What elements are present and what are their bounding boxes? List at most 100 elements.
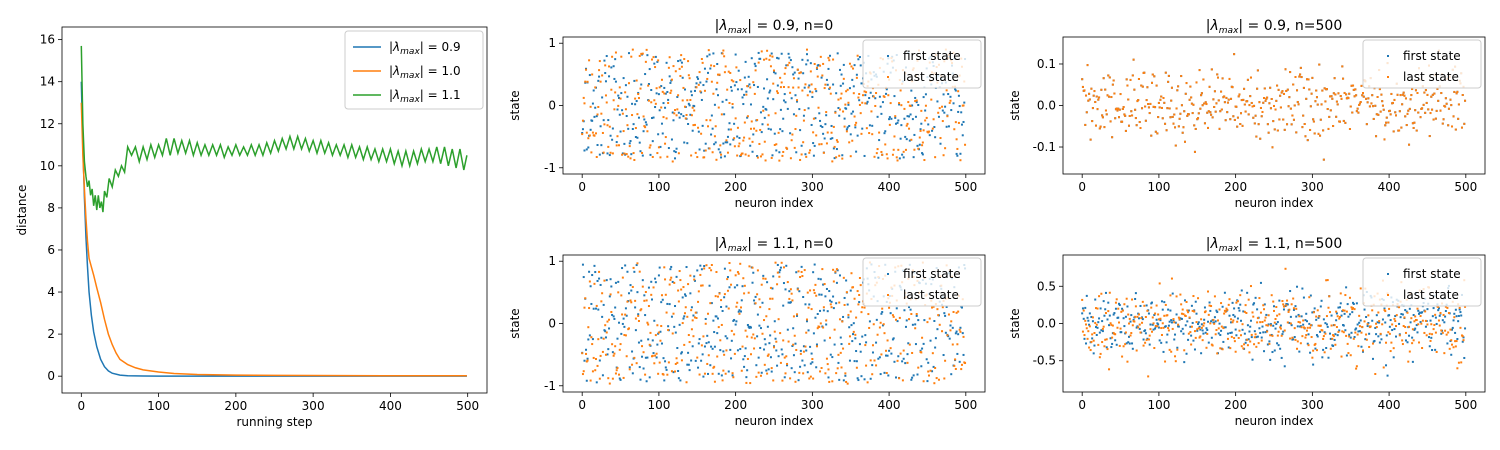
scatter-point (756, 85, 759, 88)
scatter-point (723, 155, 726, 158)
scatter-point (1286, 299, 1289, 302)
scatter-point (1083, 334, 1086, 337)
scatter-point (638, 141, 641, 144)
scatter-point (908, 343, 911, 346)
scatter-point (1154, 106, 1157, 109)
scatter-point (1290, 324, 1293, 327)
scatter-point (1335, 310, 1338, 313)
legend-marker (1387, 76, 1389, 78)
scatter-point (1233, 53, 1236, 56)
scatter-point (1278, 299, 1281, 302)
scatter-point (1186, 320, 1189, 323)
scatter-point (696, 356, 699, 359)
scatter-point (683, 58, 686, 61)
x-axis-label: running step (236, 415, 312, 429)
scatter-point (947, 125, 950, 128)
scatter-point (823, 137, 826, 140)
scatter-point (1341, 65, 1344, 68)
scatter-point (1425, 101, 1428, 104)
scatter-point (1442, 313, 1445, 316)
scatter-point (581, 128, 584, 131)
scatter-point (632, 152, 635, 155)
scatter-point (1172, 318, 1175, 321)
scatter-point (1101, 320, 1104, 323)
scatter-point (903, 117, 906, 120)
scatter-point (660, 122, 663, 125)
y-tick-label: 1 (548, 36, 556, 50)
scatter-point (852, 67, 855, 70)
scatter-point (1144, 332, 1147, 335)
scatter-point (1138, 121, 1141, 124)
scatter-point (685, 113, 688, 116)
scatter-point (1273, 349, 1276, 352)
scatter-point (1210, 336, 1213, 339)
scatter-point (764, 343, 767, 346)
scatter-point (635, 79, 638, 82)
scatter-point (1350, 306, 1353, 309)
scatter-point (714, 295, 717, 298)
scatter-point (600, 144, 603, 147)
scatter-point (1289, 337, 1292, 340)
scatter-point (585, 68, 588, 71)
scatter-point (842, 276, 845, 279)
scatter-point (1176, 346, 1179, 349)
scatter-point (863, 306, 866, 309)
scatter-point (1365, 338, 1368, 341)
scatter-point (1415, 324, 1418, 327)
scatter-point (604, 324, 607, 327)
scatter-point (747, 154, 750, 157)
scatter-point (622, 376, 625, 379)
scatter-point (1221, 348, 1224, 351)
scatter-point (772, 275, 775, 278)
scatter-point (601, 131, 604, 134)
scatter-point (1356, 107, 1359, 110)
scatter-point (880, 112, 883, 115)
scatter-point (1120, 331, 1123, 334)
scatter-point (803, 269, 806, 272)
scatter-point (1280, 334, 1283, 337)
scatter-point (1265, 324, 1268, 327)
scatter-point (934, 367, 937, 370)
scatter-point (592, 307, 595, 310)
scatter-point (1348, 128, 1351, 130)
scatter-point (618, 321, 621, 324)
scatter-point (1286, 303, 1289, 306)
scatter-point (1348, 333, 1351, 336)
scatter-point (1416, 92, 1419, 94)
scatter-point (883, 371, 886, 374)
scatter-point (771, 287, 774, 290)
scatter-point (647, 305, 650, 308)
scatter-point (835, 148, 838, 151)
scatter-point (1085, 294, 1088, 297)
scatter-point (660, 294, 663, 297)
scatter-point (653, 62, 656, 65)
scatter-point (941, 105, 944, 108)
scatter-point (1358, 314, 1361, 317)
legend-marker (1387, 55, 1389, 57)
scatter-point (1384, 310, 1387, 313)
scatter-point (695, 82, 698, 85)
scatter-point (1150, 134, 1153, 137)
scatter-point (949, 99, 952, 102)
scatter-point (815, 134, 818, 137)
scatter-point (1314, 100, 1317, 103)
scatter-point (1256, 69, 1259, 72)
scatter-point (1312, 311, 1315, 314)
scatter-point (1172, 122, 1175, 125)
scatter-point (1131, 298, 1134, 301)
scatter-point (721, 379, 724, 382)
scatter-point (1458, 308, 1461, 311)
scatter-point (888, 306, 891, 309)
scatter-point (1345, 286, 1348, 289)
scatter-point (885, 354, 888, 357)
scatter-point (1458, 306, 1461, 309)
scatter-point (1360, 331, 1363, 334)
scatter-point (735, 320, 738, 323)
x-tick-label: 500 (1454, 180, 1477, 194)
scatter-point (838, 274, 841, 277)
scatter-point (645, 123, 648, 126)
scatter-point (606, 353, 609, 356)
scatter-point (837, 98, 840, 101)
scatter-point (1356, 333, 1359, 336)
scatter-point (857, 58, 860, 61)
